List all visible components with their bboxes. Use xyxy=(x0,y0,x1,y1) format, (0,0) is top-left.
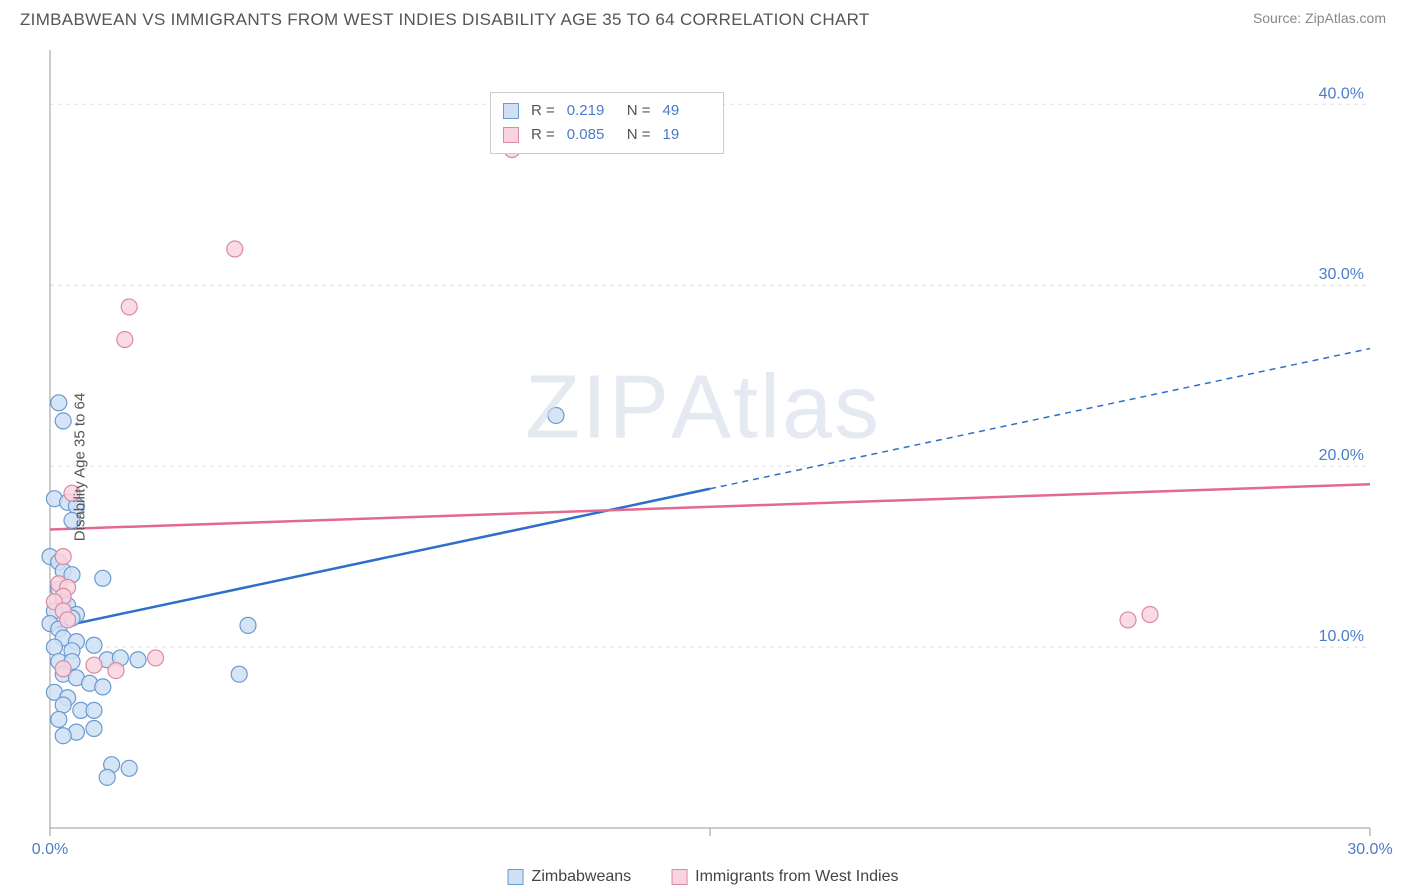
svg-text:30.0%: 30.0% xyxy=(1347,841,1392,858)
n-value-1: 19 xyxy=(663,123,711,147)
legend-item-1: Immigrants from West Indies xyxy=(671,868,898,886)
n-label: N = xyxy=(627,99,651,123)
source-label: Source: ZipAtlas.com xyxy=(1253,10,1386,26)
swatch-series-0 xyxy=(503,103,519,119)
stats-row-1: R = 0.085 N = 19 xyxy=(503,123,711,147)
n-value-0: 49 xyxy=(663,99,711,123)
r-label: R = xyxy=(531,99,555,123)
svg-text:30.0%: 30.0% xyxy=(1319,266,1364,283)
scatter-chart: 10.0% 20.0% 30.0% 40.0% 0.0% 30.0% xyxy=(0,42,1406,862)
svg-text:10.0%: 10.0% xyxy=(1319,628,1364,645)
swatch-series-1 xyxy=(503,127,519,143)
n-label: N = xyxy=(627,123,651,147)
series-legend: Zimbabweans Immigrants from West Indies xyxy=(508,868,899,886)
swatch-series-0-bottom xyxy=(508,869,524,885)
svg-text:40.0%: 40.0% xyxy=(1319,85,1364,102)
r-label: R = xyxy=(531,123,555,147)
r-value-1: 0.085 xyxy=(567,123,615,147)
swatch-series-1-bottom xyxy=(671,869,687,885)
r-value-0: 0.219 xyxy=(567,99,615,123)
legend-item-0: Zimbabweans xyxy=(508,868,632,886)
chart-container: Disability Age 35 to 64 10.0% 20.0% 30.0% 4… xyxy=(0,42,1406,892)
chart-title: ZIMBABWEAN VS IMMIGRANTS FROM WEST INDIE… xyxy=(20,10,870,30)
legend-label-1: Immigrants from West Indies xyxy=(695,868,898,886)
svg-text:0.0%: 0.0% xyxy=(32,841,68,858)
stats-row-0: R = 0.219 N = 49 xyxy=(503,99,711,123)
svg-text:20.0%: 20.0% xyxy=(1319,447,1364,464)
y-axis-label: Disability Age 35 to 64 xyxy=(72,393,89,541)
legend-label-0: Zimbabweans xyxy=(532,868,632,886)
stats-legend: R = 0.219 N = 49 R = 0.085 N = 19 xyxy=(490,92,724,154)
